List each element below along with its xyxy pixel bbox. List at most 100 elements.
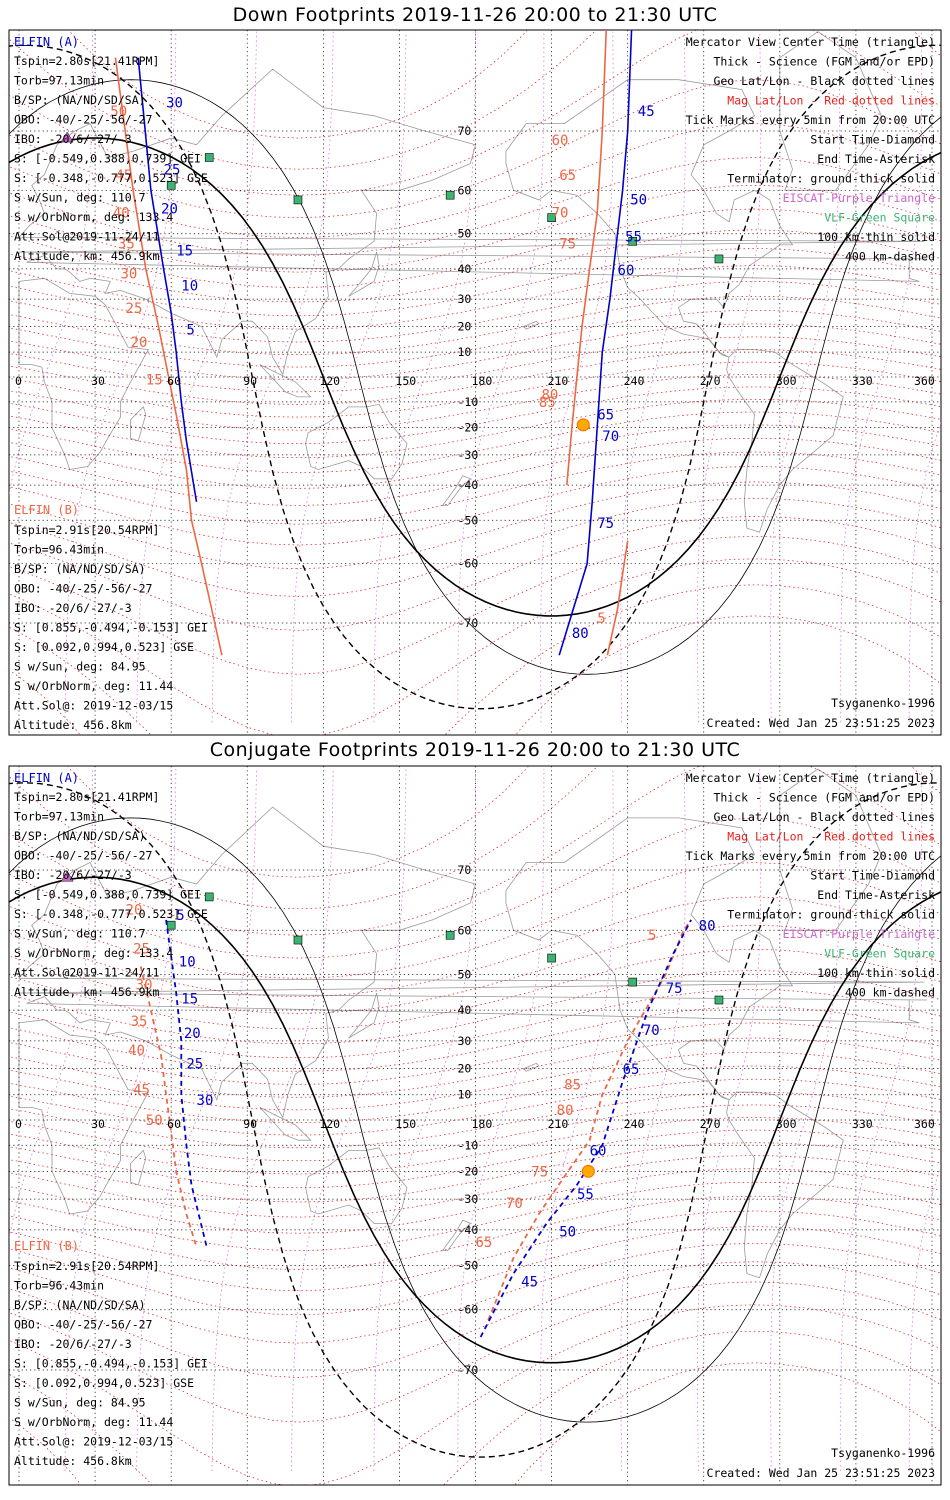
lon-axis-label: 210 bbox=[548, 1117, 569, 1131]
mag-meridian bbox=[620, 31, 686, 723]
mag-parallel bbox=[9, 1104, 941, 1162]
coastline-6 bbox=[441, 475, 472, 506]
elfin-a-info-line: Att.Sol@2019-11-24/11 bbox=[14, 230, 159, 244]
created-timestamp: Created: Wed Jan 25 23:51:25 2023 bbox=[707, 1466, 936, 1480]
elfin-b-tick-label: 40 bbox=[113, 206, 130, 222]
mag-meridian bbox=[211, 31, 334, 723]
elfin-b-info-line: Tspin=2.91s[20.54RPM] bbox=[14, 523, 159, 537]
vlf-station-square bbox=[445, 930, 455, 940]
elfin-b-info-line: S: [0.855,-0.494,-0.153] GEI bbox=[14, 621, 208, 635]
down-map-layer: 3025201510545505560657075805045403530252… bbox=[9, 30, 941, 735]
elfin-a-header: ELFIN (A) bbox=[14, 35, 79, 49]
legend-item: 100 km-thin solid bbox=[817, 966, 935, 980]
mag-parallel bbox=[9, 766, 941, 910]
elfin-a-track-west bbox=[137, 57, 198, 503]
vlf-station-square bbox=[204, 153, 214, 162]
lon-axis-label: 210 bbox=[548, 374, 569, 388]
legend-item: Mercator View Center Time (triangle) bbox=[686, 771, 935, 785]
lon-axis-label: 0 bbox=[15, 1117, 22, 1131]
elfin-b-tick-label: 75 bbox=[559, 237, 576, 253]
elfin-a-tick-label: 30 bbox=[197, 1093, 214, 1109]
terminator-ground bbox=[9, 137, 941, 617]
elfin-b-info-line: IBO: -20/6/-27/-3 bbox=[14, 601, 132, 615]
coastline-10 bbox=[523, 320, 540, 330]
coastline-5 bbox=[348, 992, 380, 1039]
elfin-b-tick-label: 45 bbox=[133, 1083, 150, 1099]
elfin-a-track-east bbox=[479, 919, 692, 1338]
legend-block: Mercator View Center Time (triangle) Thic… bbox=[686, 35, 935, 264]
mag-parallel bbox=[9, 399, 941, 459]
elfin-a-info-line: S w/Sun, deg: 110.7 bbox=[14, 191, 146, 205]
legend-item: Start Time-Diamond bbox=[810, 869, 935, 883]
legend-item: Mag Lat/Lon - Red dotted lines bbox=[727, 94, 935, 108]
terminator-100km bbox=[9, 79, 941, 675]
mag-meridian bbox=[136, 768, 257, 1472]
vlf-station-square bbox=[445, 190, 455, 200]
lat-axis-label: -10 bbox=[458, 1138, 479, 1152]
lat-axis-label: 20 bbox=[458, 1062, 472, 1076]
lon-axis-label: 330 bbox=[852, 1117, 873, 1131]
vlf-station-square bbox=[547, 213, 556, 222]
elfin-b-track-west bbox=[139, 966, 198, 1248]
mag-parallel bbox=[9, 1065, 941, 1123]
elfin-a-tick-label: 70 bbox=[602, 429, 619, 445]
lon-axis-label: 240 bbox=[624, 374, 645, 388]
elfin-a-tick-label: 55 bbox=[577, 1187, 594, 1203]
mag-parallel bbox=[9, 1051, 941, 1111]
elfin-b-tick-label: 60 bbox=[552, 133, 569, 149]
elfin-b-tick-label: 25 bbox=[126, 301, 143, 317]
mag-parallel bbox=[9, 1281, 941, 1423]
elfin-b-tick-label: 75 bbox=[531, 1165, 548, 1181]
down-footprints-title: Down Footprints 2019-11-26 20:00 to 21:3… bbox=[232, 4, 718, 26]
lon-axis-label: 60 bbox=[167, 374, 181, 388]
mag-parallel bbox=[9, 265, 941, 330]
elfin-a-tick-label: 65 bbox=[597, 408, 614, 424]
coastline-7 bbox=[505, 817, 794, 1101]
elfin-b-info-line: S: [0.855,-0.494,-0.153] GEI bbox=[14, 1357, 208, 1371]
legend-item: VLF-Green Square bbox=[824, 947, 935, 961]
lat-axis-label: 10 bbox=[458, 345, 472, 359]
vlf-station-square bbox=[204, 892, 214, 902]
mag-parallel bbox=[9, 1117, 941, 1175]
elfin-a-tick-label: 10 bbox=[181, 278, 198, 294]
lat-axis-label: -20 bbox=[458, 421, 479, 435]
legend-item: Terminator: ground-thick solid bbox=[727, 172, 935, 186]
lat-axis-label: -40 bbox=[458, 478, 479, 492]
mag-parallel bbox=[9, 1261, 941, 1378]
mag-parallel bbox=[9, 336, 941, 393]
vlf-station-square bbox=[628, 977, 638, 987]
legend-block: Mercator View Center Time (triangle) Thic… bbox=[686, 771, 935, 1000]
elfin-a-info-line: Att.Sol@2019-11-24/11 bbox=[14, 966, 159, 980]
lon-axis-label: 360 bbox=[914, 1117, 935, 1131]
mag-parallel bbox=[9, 323, 941, 380]
lat-axis-label: 60 bbox=[458, 923, 472, 937]
elfin-a-track-east bbox=[558, 30, 633, 656]
elfin-a-tick-label: 65 bbox=[623, 1062, 640, 1078]
elfin-b-tick-label: 45 bbox=[115, 168, 132, 184]
vlf-station-square bbox=[293, 195, 303, 205]
elfin-a-tick-label: 25 bbox=[164, 163, 181, 179]
lat-axis-label: -60 bbox=[458, 1303, 479, 1317]
coastline-2 bbox=[130, 406, 147, 442]
legend-item: Tick Marks every 5min from 20:00 UTC bbox=[686, 849, 935, 863]
mag-parallel bbox=[9, 295, 941, 355]
mag-meridian bbox=[9, 768, 94, 1242]
elfin-a-info-line: Torb=97.13min bbox=[14, 810, 104, 824]
lat-axis-label: -50 bbox=[458, 513, 479, 527]
lat-axis-label: -50 bbox=[458, 1259, 479, 1273]
lon-axis-label: 270 bbox=[700, 374, 721, 388]
lat-axis-label: 40 bbox=[458, 262, 472, 276]
elfin-b-tick-label: 35 bbox=[118, 237, 135, 253]
elfin-a-tick-label: 60 bbox=[590, 1144, 607, 1160]
center-time-marker bbox=[576, 418, 590, 432]
mag-meridian bbox=[373, 768, 476, 1472]
mag-parallel bbox=[9, 466, 941, 546]
coastline-0 bbox=[18, 806, 927, 1119]
coastline-1 bbox=[18, 277, 149, 470]
vlf-station-square bbox=[293, 935, 303, 945]
mag-parallel bbox=[9, 558, 941, 735]
elfin-b-tick-label: 65 bbox=[476, 1235, 493, 1251]
coastline-1 bbox=[18, 1019, 149, 1215]
elfin-b-tick-label: 70 bbox=[506, 1196, 523, 1212]
